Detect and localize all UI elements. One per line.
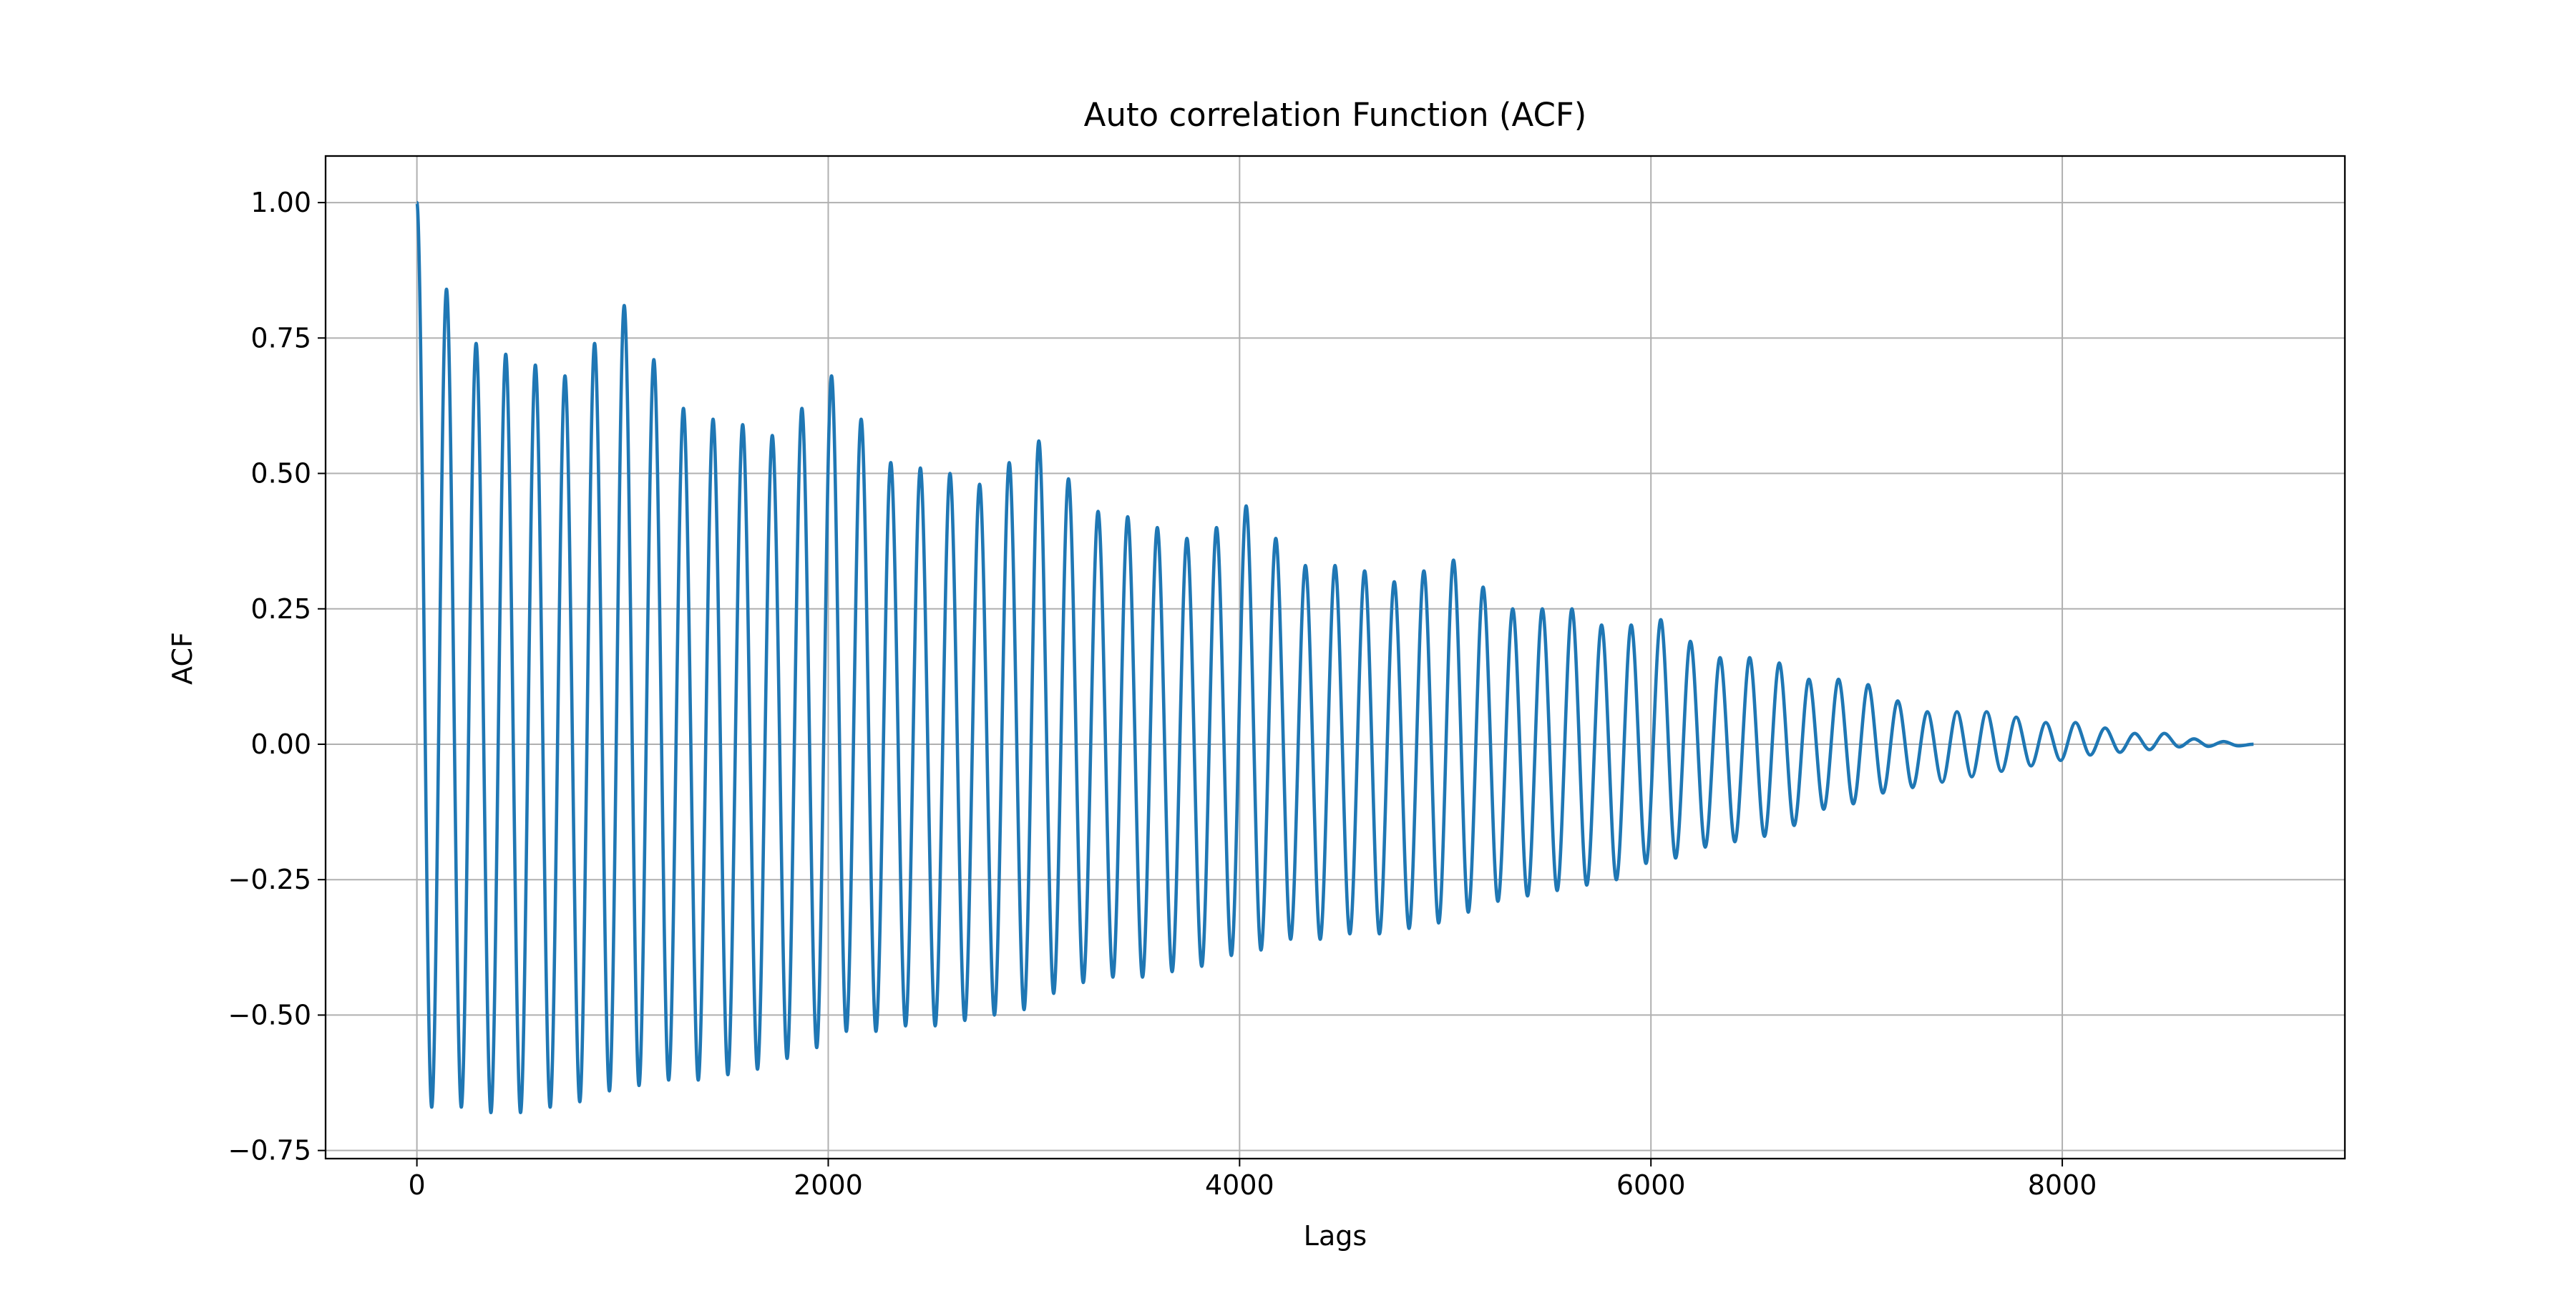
acf-line [415,200,2254,1114]
y-tick-label: −0.50 [228,999,311,1031]
x-tick-label: 8000 [2028,1169,2097,1201]
y-tick-label: 0.75 [250,322,311,354]
y-tick-label: 0.00 [250,729,311,760]
x-tick-label: 4000 [1205,1169,1274,1201]
chart-title: Auto correlation Function (ACF) [1084,96,1587,134]
y-axis-label: ACF [167,632,198,685]
x-axis-label: Lags [1304,1220,1367,1252]
x-tick-label: 6000 [1616,1169,1686,1201]
plot-frame [324,155,2346,1160]
y-tick-label: 1.00 [250,187,311,218]
x-tick-label: 0 [409,1169,426,1201]
y-tick-label: 0.25 [250,593,311,625]
y-tick-label: −0.75 [228,1135,311,1166]
y-tick-label: 0.50 [250,458,311,489]
y-tick-label: −0.25 [228,864,311,895]
x-tick-label: 2000 [794,1169,863,1201]
